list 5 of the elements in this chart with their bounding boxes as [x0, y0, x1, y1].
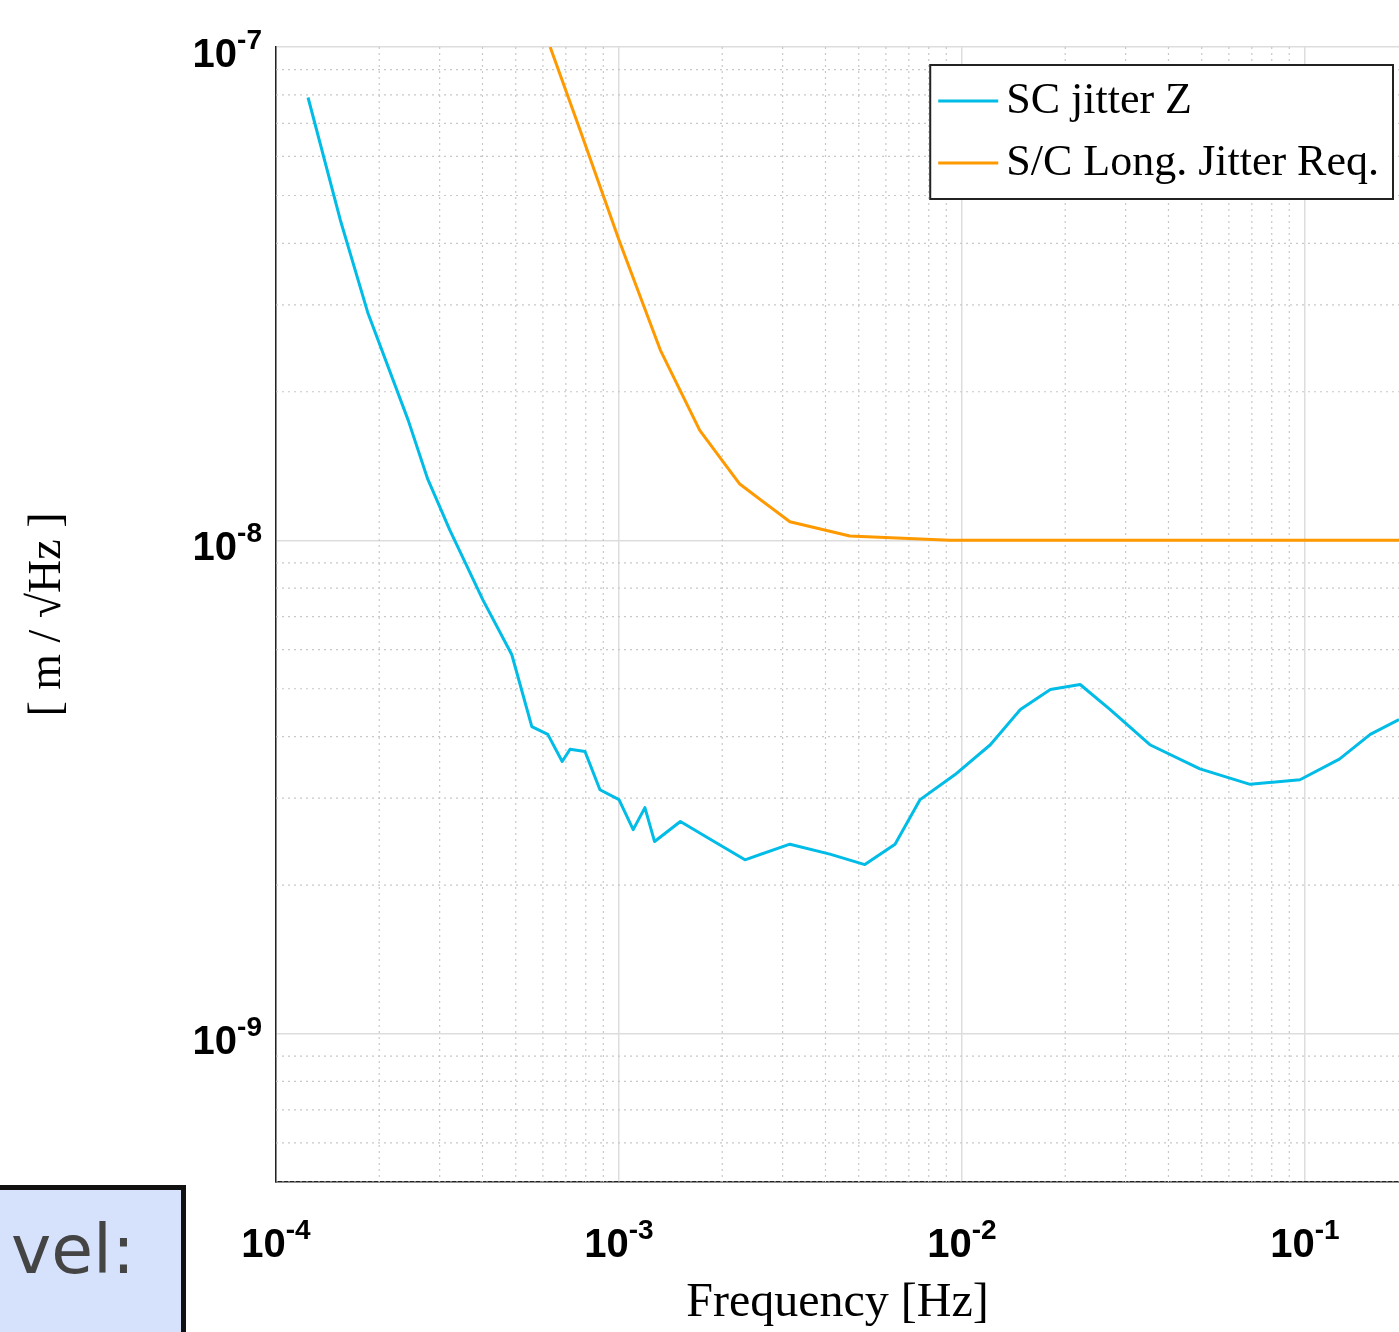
text: vel:	[0, 1185, 186, 1332]
y-axis-title: [ m / √Hz ]	[18, 512, 70, 717]
legend-label: S/C Long. Jitter Req.	[1006, 135, 1380, 185]
x-axis-title: Frequency [Hz]	[686, 1272, 989, 1326]
legend-label: SC jitter Z	[1006, 73, 1193, 123]
